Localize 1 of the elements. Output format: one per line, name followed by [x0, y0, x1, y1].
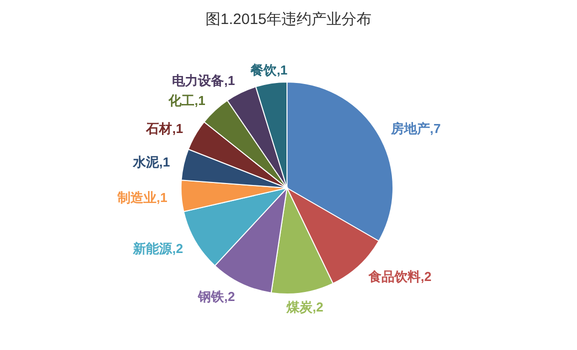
chart-title: 图1.2015年违约产业分布 — [206, 11, 372, 28]
